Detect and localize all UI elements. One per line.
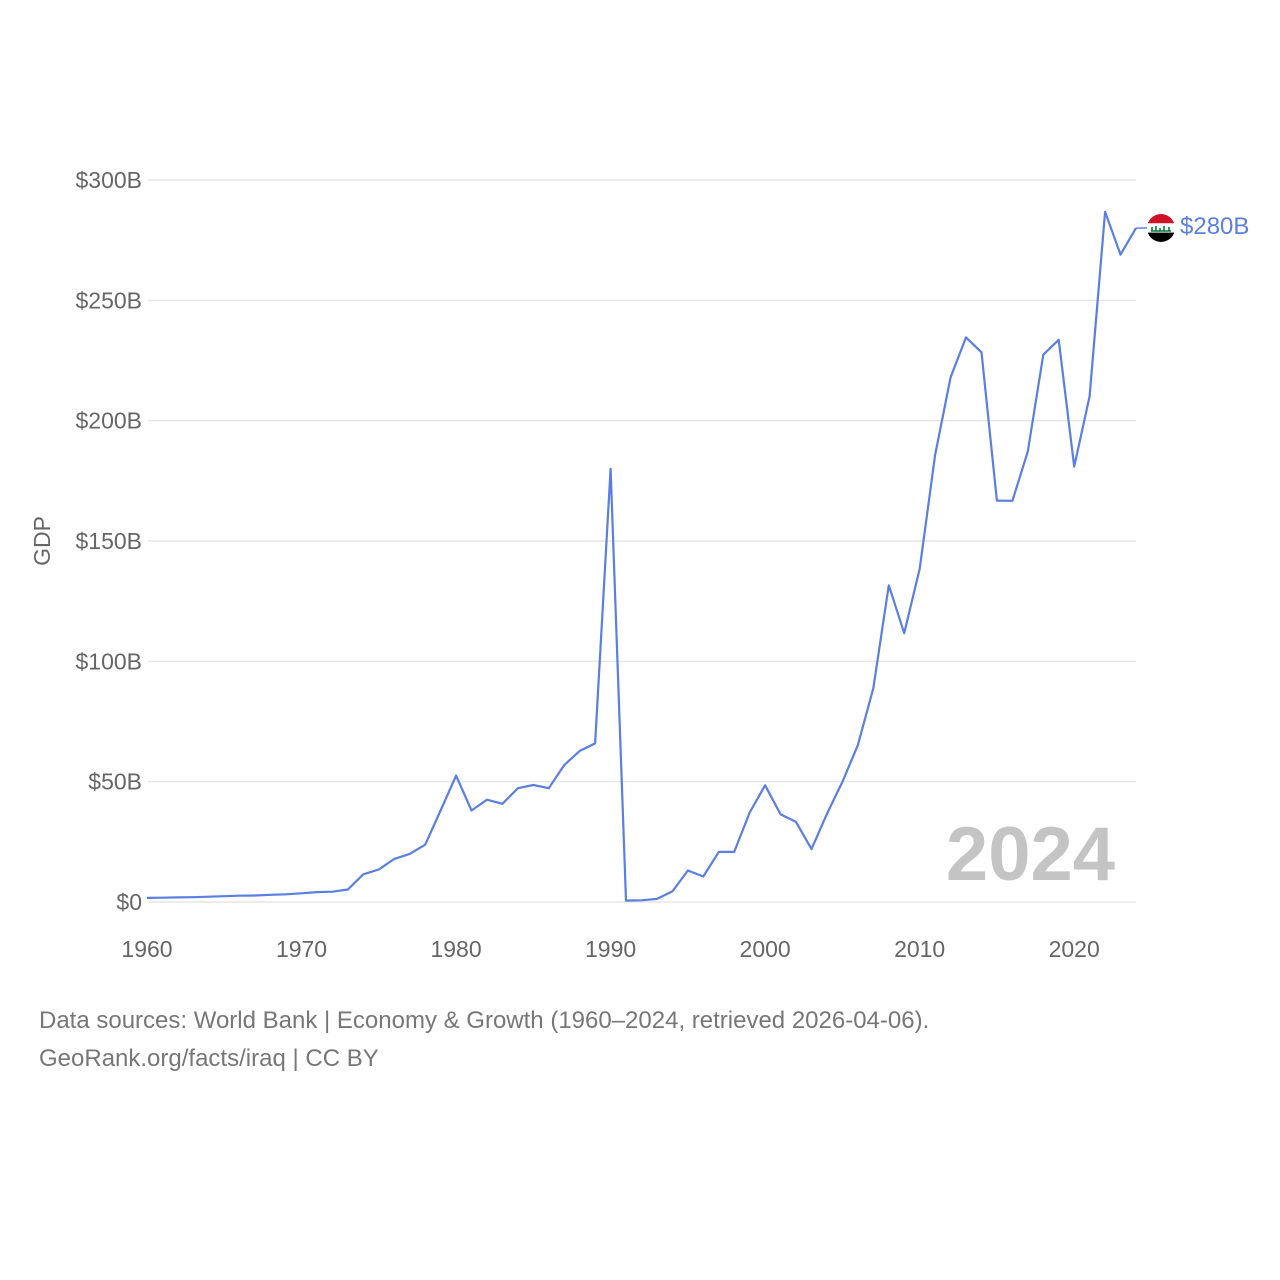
data-point-1990 [609,468,611,470]
grid-lines [148,180,1136,902]
x-tick-label-2000: 2000 [740,936,791,962]
data-point-1975 [378,868,380,870]
data-point-1996 [702,875,704,877]
data-point-2009 [903,632,905,634]
data-point-2001 [779,813,781,815]
data-point-1997 [718,851,720,853]
data-point-1973 [347,888,349,890]
data-point-1995 [687,869,689,871]
data-point-1968 [269,894,271,896]
data-point-2014 [980,351,982,353]
data-source-note: Data sources: World Bank | Economy & Gro… [39,1002,929,1040]
data-point-1964 [208,896,210,898]
current-year-label: 2024 [946,812,1115,897]
data-point-1998 [733,851,735,853]
flag-band-red [1147,214,1175,223]
end-value-label: $280B [1180,213,1249,240]
x-tick-label-1990: 1990 [585,936,636,962]
data-point-1985 [532,784,534,786]
data-point-2016 [1011,500,1013,502]
y-tick-label-0: $0 [116,889,142,915]
data-point-2005 [841,781,843,783]
data-point-2008 [888,584,890,586]
x-tick-label-1980: 1980 [430,936,481,962]
x-tick-label-2010: 2010 [894,936,945,962]
data-point-1978 [424,844,426,846]
data-point-1967 [254,894,256,896]
data-point-1977 [409,853,411,855]
data-point-2015 [996,499,998,501]
data-point-1980 [455,774,457,776]
data-point-1970 [300,892,302,894]
data-point-1992 [640,899,642,901]
x-tick-label-2020: 2020 [1049,936,1100,962]
data-point-1962 [177,896,179,898]
data-point-1971 [316,891,318,893]
data-point-2020 [1073,465,1075,467]
data-point-2007 [872,687,874,689]
y-tick-label-300: $300B [75,167,142,193]
data-point-2021 [1088,395,1090,397]
data-point-1986 [548,787,550,789]
iraq-flag-icon [1147,214,1175,242]
data-point-1994 [671,890,673,892]
data-point-1969 [285,893,287,895]
data-point-1960 [146,897,148,899]
data-point-1983 [501,803,503,805]
data-point-2022 [1104,211,1106,213]
gdp-line-chart: $0 $50B $100B $150B $200B $250B $300B 1960 1970… [0,0,1280,1280]
data-point-2002 [795,821,797,823]
x-tick-label-1970: 1970 [276,936,327,962]
data-point-2013 [965,336,967,338]
y-axis-ticks: $0 $50B $100B $150B $200B $250B $300B [75,167,142,915]
data-point-2003 [810,848,812,850]
y-tick-label-250: $250B [75,287,142,313]
data-point-1987 [563,764,565,766]
data-point-2000 [764,784,766,786]
data-point-1993 [656,898,658,900]
flag-band-black [1147,233,1175,242]
y-tick-label-200: $200B [75,408,142,434]
data-point-2023 [1119,253,1121,255]
data-point-1988 [579,750,581,752]
data-point-2018 [1042,354,1044,356]
data-point-1979 [439,809,441,811]
series-layer [146,211,1147,902]
data-point-1976 [393,858,395,860]
y-tick-label-100: $100B [75,648,142,674]
data-point-1974 [362,873,364,875]
end-marker: $280B [1147,213,1249,242]
y-tick-label-50: $50B [88,769,142,795]
data-point-2019 [1058,339,1060,341]
data-point-1999 [749,811,751,813]
x-axis-ticks: 1960 1970 1980 1990 2000 2010 2020 [121,936,1099,962]
data-point-2010 [919,568,921,570]
data-point-1972 [331,891,333,893]
x-tick-label-1960: 1960 [121,936,172,962]
data-point-2012 [949,376,951,378]
series-line-iraq [147,212,1136,901]
data-point-2011 [934,454,936,456]
data-point-2006 [857,744,859,746]
attribution-link[interactable]: GeoRank.org/facts/iraq | CC BY [39,1040,379,1078]
data-point-1965 [223,895,225,897]
data-point-1982 [486,799,488,801]
data-point-1991 [625,899,627,901]
data-point-1984 [517,787,519,789]
data-point-1981 [470,809,472,811]
data-point-1989 [594,742,596,744]
data-point-1961 [161,897,163,899]
y-axis-title: GDP [29,516,55,566]
data-point-2004 [826,813,828,815]
data-point-1963 [192,896,194,898]
data-point-2017 [1027,450,1029,452]
y-tick-label-150: $150B [75,528,142,554]
data-point-1966 [239,895,241,897]
